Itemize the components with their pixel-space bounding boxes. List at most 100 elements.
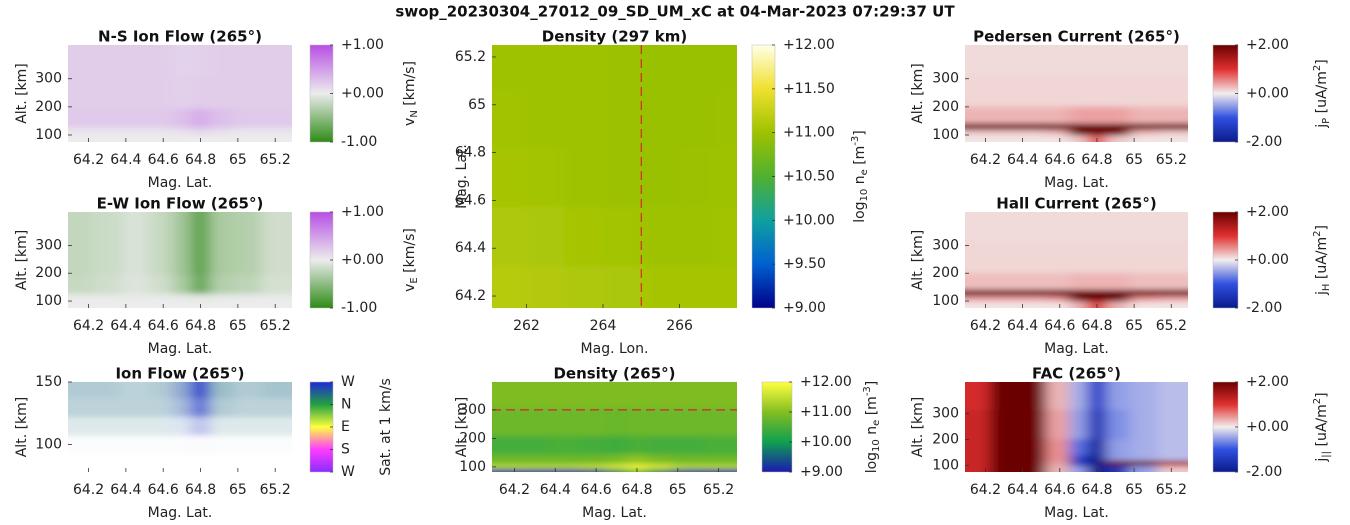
- heatmap-cell: [1017, 465, 1047, 472]
- colorbar-label-part: 10: [859, 189, 870, 202]
- heatmap-cell: [93, 134, 122, 142]
- heatmap-cell: [1017, 454, 1047, 461]
- heatmap-cell: [1017, 212, 1047, 242]
- colorbar-label-part: ]: [1314, 59, 1330, 64]
- heatmap-cell: [68, 453, 94, 472]
- x-tick-label: 262: [513, 318, 540, 334]
- heatmap-cell: [261, 300, 292, 308]
- heatmap-cell: [172, 108, 192, 128]
- heatmap-cell: [93, 108, 122, 128]
- heatmap-cell: [1106, 241, 1130, 274]
- heatmap-cell: [172, 435, 192, 455]
- colorbar-tick-label: +2.00: [1246, 374, 1289, 390]
- panel-title: Hall Current (265°): [996, 195, 1156, 213]
- x-axis-label: Mag. Lat.: [148, 341, 213, 357]
- heatmap-cell: [121, 127, 150, 135]
- heatmap-cell: [191, 453, 211, 472]
- heatmap-cell: [1017, 45, 1047, 76]
- colorbar-tick-label: S: [341, 442, 350, 458]
- y-tick-label: 65: [468, 97, 486, 113]
- x-tick-label: 64.8: [1081, 482, 1112, 498]
- heatmap-cell: [1106, 465, 1130, 472]
- heatmap-cell: [1106, 212, 1130, 242]
- heatmap-cell: [606, 407, 628, 437]
- heatmap-cell: [990, 465, 1019, 472]
- heatmap-cell: [1106, 289, 1130, 296]
- x-axis-label: Mag. Lat.: [1044, 175, 1109, 191]
- heatmap-cell: [149, 416, 174, 436]
- heatmap-cell: [261, 134, 292, 142]
- colorbar-label-part: j: [1314, 458, 1330, 463]
- heatmap-cell: [647, 468, 674, 472]
- heatmap-cell: [714, 206, 737, 267]
- x-tick-label: 64.2: [73, 318, 104, 334]
- heatmap-cell: [990, 301, 1019, 308]
- heatmap-cell: [191, 108, 211, 128]
- colorbar-label: Sat. at 1 km/s: [378, 378, 394, 476]
- heatmap-cell: [1045, 438, 1070, 455]
- x-tick-label: 64.8: [1081, 318, 1112, 334]
- heatmap-cell: [1157, 272, 1188, 290]
- colorbar: [1212, 381, 1239, 473]
- heatmap-cell: [965, 438, 991, 455]
- heatmap-cell: [233, 397, 262, 417]
- colorbar-label-part: [uA/m: [1314, 404, 1330, 451]
- heatmap-cell: [1069, 438, 1089, 455]
- heatmap-cell: [261, 293, 292, 301]
- heatmap-cell: [209, 416, 234, 436]
- y-axis-label: Alt. [km]: [910, 230, 926, 291]
- colorbar-label-part: j: [1314, 291, 1330, 296]
- y-axis-label: Alt. [km]: [454, 397, 470, 458]
- x-tick-label: 64.4: [1007, 482, 1038, 498]
- heatmap-cell: [1106, 301, 1130, 308]
- x-tick-label: 64.4: [1007, 152, 1038, 168]
- heatmap-cell: [1157, 212, 1188, 242]
- heatmap-cell: [606, 454, 628, 465]
- colorbar-tick-label: +0.00: [1246, 419, 1289, 435]
- y-tick-label: 100: [932, 127, 959, 143]
- heatmap-cell: [1069, 465, 1089, 472]
- heatmap-cell: [68, 45, 94, 76]
- y-tick-label: 100: [35, 293, 62, 309]
- heatmap-cell: [672, 407, 704, 437]
- heatmap-cell: [626, 435, 648, 455]
- heatmap-cell: [121, 293, 150, 301]
- heatmap-cell: [68, 134, 94, 142]
- y-axis-label: Alt. [km]: [910, 397, 926, 458]
- colorbar-label-part: Sat. at 1 km/s: [378, 378, 394, 476]
- heatmap-cell: [1129, 123, 1158, 130]
- colorbar-label-part: log: [852, 201, 868, 222]
- heatmap-cell: [172, 300, 192, 308]
- heatmap-cells: [492, 382, 737, 472]
- heatmap-cell: [603, 45, 642, 88]
- y-tick-label: 65.2: [455, 49, 486, 65]
- heatmap-cell: [209, 241, 234, 276]
- heatmap-cells: [68, 45, 292, 142]
- colorbar-label-part: n: [852, 175, 868, 188]
- heatmap-cell: [641, 266, 681, 308]
- y-tick-label: 200: [932, 431, 959, 447]
- heatmap-cell: [1157, 382, 1188, 410]
- heatmap-cell: [1129, 460, 1158, 466]
- heatmap-cell: [93, 274, 122, 294]
- colorbar-tick-label: +11.00: [783, 125, 835, 141]
- x-tick-label: 65.2: [1156, 152, 1187, 168]
- heatmap-cell: [1157, 438, 1188, 455]
- heatmap-field: [68, 45, 292, 142]
- heatmap-cell: [492, 468, 521, 472]
- heatmap-cell: [990, 106, 1019, 124]
- heatmap-cell: [1157, 295, 1188, 302]
- heatmap-cell: [191, 127, 211, 135]
- heatmap-cell: [1017, 382, 1047, 410]
- heatmap-cell: [550, 382, 582, 408]
- heatmap-cell: [1157, 129, 1188, 136]
- heatmap-cell: [1129, 212, 1158, 242]
- heatmap-cell: [1045, 272, 1070, 290]
- colorbar-label-part: e: [871, 420, 882, 426]
- heatmap-cell: [1106, 460, 1130, 466]
- heatmap-cell: [1106, 382, 1130, 410]
- heatmap-cell: [990, 123, 1019, 130]
- heatmap-cell: [209, 300, 234, 308]
- heatmap-cell: [526, 266, 566, 308]
- colorbar-tick-label: +11.00: [800, 404, 852, 420]
